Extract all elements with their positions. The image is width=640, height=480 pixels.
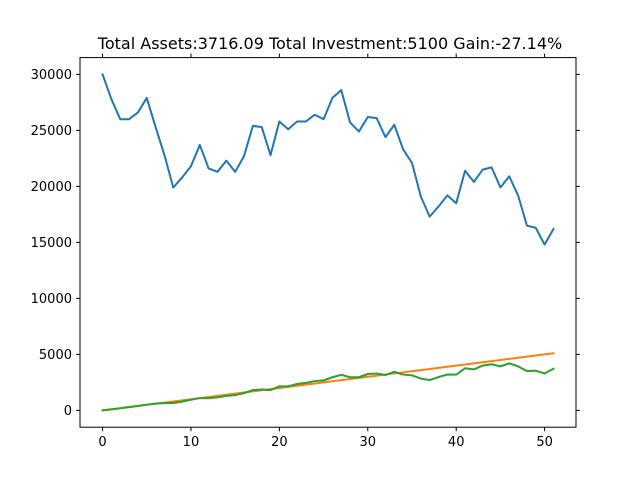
y-tick-label: 10000: [31, 292, 72, 307]
y-tick-label: 0: [64, 404, 72, 419]
series-line-2: [101, 352, 555, 412]
x-tick-label: 30: [360, 435, 377, 450]
y-tick-label: 30000: [31, 68, 72, 83]
x-tick-label: 0: [98, 435, 106, 450]
x-tick-label: 20: [271, 435, 288, 450]
series-line-1: [101, 73, 555, 246]
x-tick-label: 50: [536, 435, 553, 450]
y-tick-label: 15000: [31, 236, 72, 251]
y-axis: 0 5000 10000 15000 20000 25000 30000: [31, 68, 580, 419]
y-tick-label: 5000: [39, 348, 72, 363]
series-layer: [101, 73, 555, 412]
x-axis: 0 10 20 30 40 50: [98, 53, 553, 450]
y-tick-label: 25000: [31, 124, 72, 139]
x-tick-label: 10: [183, 435, 200, 450]
plot-frame: [79, 57, 577, 428]
chart-title: Total Assets:3716.09 Total Investment:51…: [97, 34, 562, 53]
y-tick-label: 20000: [31, 180, 72, 195]
series-line-3: [101, 362, 555, 412]
x-tick-label: 40: [448, 435, 465, 450]
